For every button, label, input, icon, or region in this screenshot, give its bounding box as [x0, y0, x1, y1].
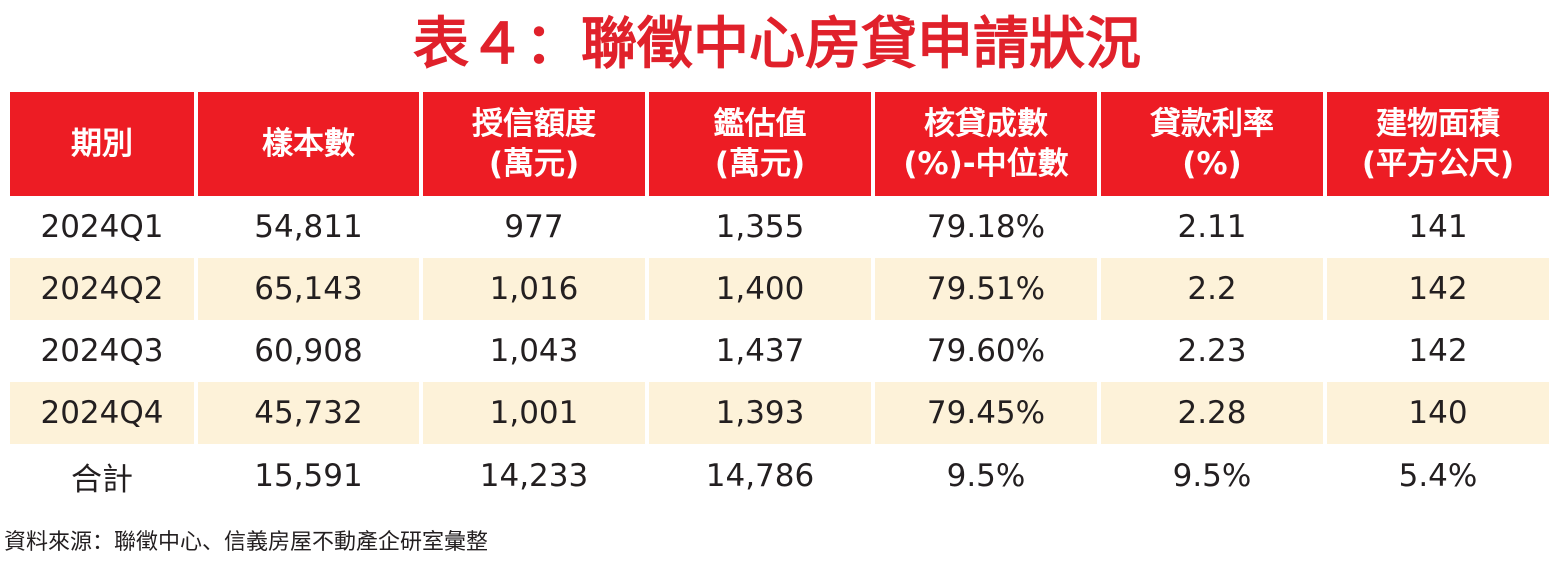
- header-sample-count: 樣本數: [198, 92, 419, 196]
- table-cell: 142: [1408, 333, 1468, 369]
- table-cell: 1,437: [715, 333, 805, 369]
- table-cell: 合計: [71, 461, 133, 498]
- table-cell: 2024Q2: [10, 258, 194, 320]
- header-row: 期別 樣本數 授信額度 (萬元) 鑑估值 (萬元) 核貸成數 (%)-中位數 貸…: [10, 92, 1549, 196]
- table-cell: 142: [1327, 258, 1549, 320]
- table-cell: 15,591: [254, 458, 363, 494]
- table-cell: 79.60%: [926, 333, 1046, 369]
- table-cell: 9.5%: [1172, 458, 1252, 494]
- table-cell: 2.28: [1101, 382, 1323, 444]
- header-building-area: 建物面積 (平方公尺): [1327, 92, 1549, 196]
- table-cell: 9.5%: [946, 458, 1026, 494]
- table-cell: 79.51%: [875, 258, 1097, 320]
- header-unit: (萬元): [488, 146, 580, 182]
- table-cell: 1,001: [423, 382, 645, 444]
- header-interest-rate: 貸款利率 (%): [1101, 92, 1323, 196]
- table-cell: 141: [1408, 209, 1468, 245]
- header-label: 核貸成數: [924, 106, 1048, 142]
- header-label: 建物面積: [1376, 106, 1500, 142]
- table-row: 2024Q4 45,732 1,001 1,393 79.45% 2.28 14…: [10, 382, 1549, 444]
- mortgage-application-table: 期別 樣本數 授信額度 (萬元) 鑑估值 (萬元) 核貸成數 (%)-中位數 貸…: [6, 92, 1553, 508]
- table-cell: 45,732: [198, 382, 419, 444]
- table-cell: 65,143: [198, 258, 419, 320]
- table-row: 2024Q3 60,908 1,043 1,437 79.60% 2.23 14…: [10, 320, 1549, 382]
- table-cell: 1,355: [715, 209, 805, 245]
- table-cell: 2.23: [1177, 333, 1247, 369]
- header-unit: (%)-中位數: [903, 146, 1069, 182]
- table-cell: 2024Q1: [40, 209, 164, 245]
- table-cell: 60,908: [254, 333, 363, 369]
- table-cell: 2.2: [1101, 258, 1323, 320]
- table-row: 2024Q2 65,143 1,016 1,400 79.51% 2.2 142: [10, 258, 1549, 320]
- table-cell: 79.45%: [875, 382, 1097, 444]
- header-label: 貸款利率: [1150, 106, 1274, 142]
- table-cell: 1,016: [423, 258, 645, 320]
- table-cell: 977: [504, 209, 564, 245]
- table-cell: 54,811: [254, 209, 363, 245]
- table-cell: 140: [1327, 382, 1549, 444]
- table-cell: 5.4%: [1398, 458, 1478, 494]
- header-label: 樣本數: [262, 126, 355, 162]
- header-appraisal-value: 鑑估值 (萬元): [649, 92, 871, 196]
- header-credit-line: 授信額度 (萬元): [423, 92, 645, 196]
- header-unit: (平方公尺): [1361, 146, 1515, 182]
- table-cell: 1,393: [649, 382, 871, 444]
- table-cell: 14,786: [705, 458, 815, 494]
- table-title: 表４：聯徵中心房貸申請狀況: [413, 11, 1141, 77]
- header-loan-to-value: 核貸成數 (%)-中位數: [875, 92, 1097, 196]
- header-period: 期別: [10, 92, 194, 196]
- header-label: 授信額度: [472, 106, 596, 142]
- table-cell: 79.18%: [926, 209, 1046, 245]
- table-cell: 2.11: [1177, 209, 1247, 245]
- header-unit: (萬元): [714, 146, 806, 182]
- header-label: 期別: [71, 126, 133, 162]
- table-cell: 2024Q4: [10, 382, 194, 444]
- table-row: 2024Q1 54,811 977 1,355 79.18% 2.11 141: [10, 196, 1549, 258]
- table-cell: 14,233: [479, 458, 589, 494]
- table-cell: 2024Q3: [40, 333, 164, 369]
- header-label: 鑑估值: [713, 106, 807, 142]
- total-row: 合計 15,591 14,233 14,786 9.5% 9.5% 5.4%: [10, 444, 1549, 508]
- table-cell: 1,400: [649, 258, 871, 320]
- header-unit: (%): [1182, 146, 1242, 182]
- source-note: 資料來源：聯徵中心、信義房屋不動產企研室彙整: [4, 530, 489, 555]
- table-cell: 1,043: [489, 333, 579, 369]
